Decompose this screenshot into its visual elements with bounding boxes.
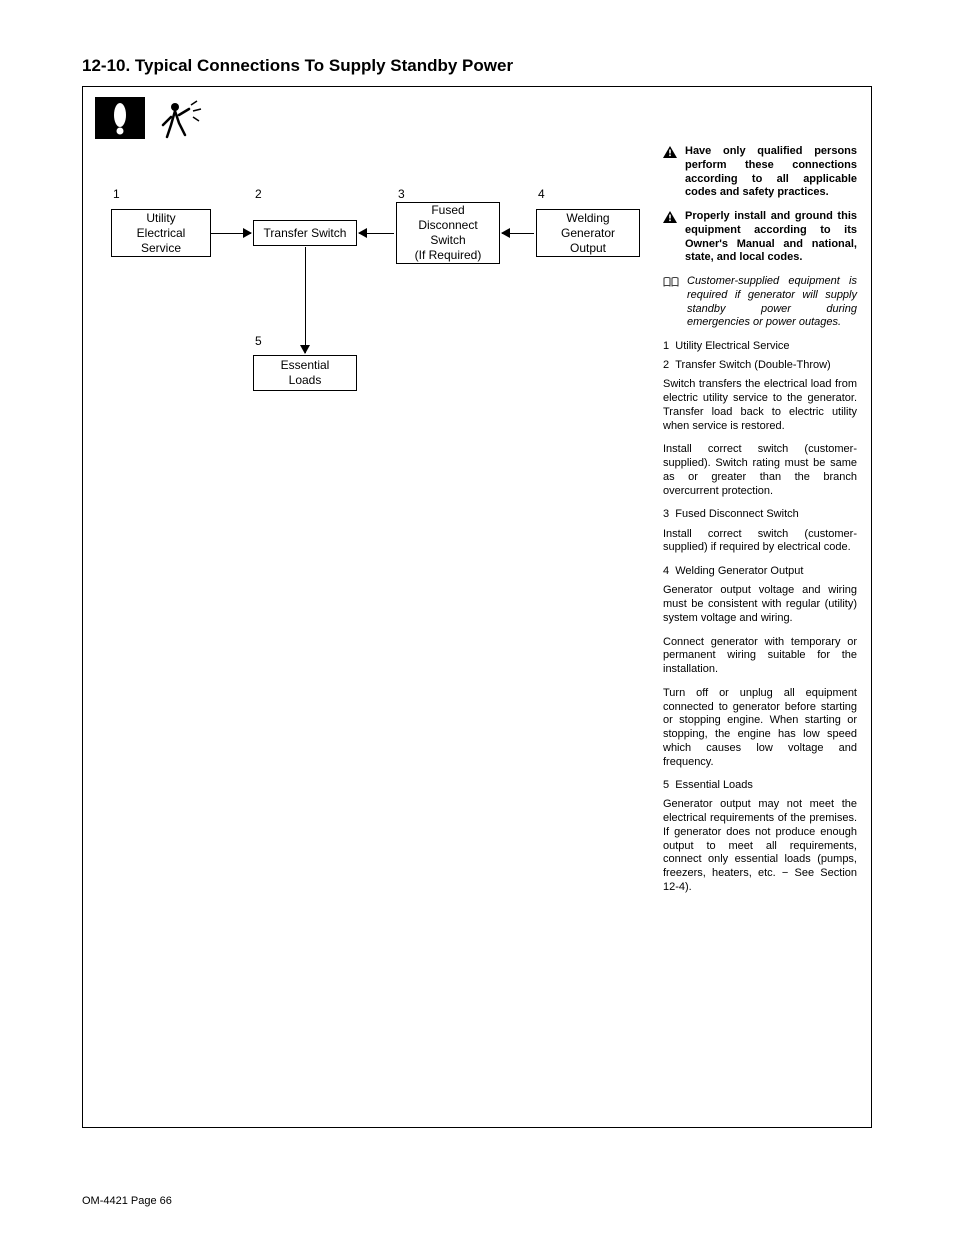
book-icon [663, 277, 679, 290]
para-gen-voltage: Generator output voltage and wiring must… [663, 584, 857, 625]
node-transfer: Transfer Switch [253, 220, 357, 246]
item-4: 4 Welding Generator Output [663, 565, 857, 578]
section-title: 12-10. Typical Connections To Supply Sta… [82, 56, 872, 76]
para-gen-wiring: Connect generator with temporary or perm… [663, 636, 857, 677]
node-utility: Utility Electrical Service [111, 209, 211, 257]
right-column: Have only qualified persons perform thes… [663, 145, 857, 905]
para-transfer-install: Install correct switch (customer-supplie… [663, 443, 857, 498]
node-num-5: 5 [255, 334, 262, 348]
item-3: 3 Fused Disconnect Switch [663, 508, 857, 521]
warning-triangle-icon [663, 146, 677, 161]
arrow-transfer-to-loads [305, 247, 306, 353]
para-fused: Install correct switch (customer-supplie… [663, 528, 857, 556]
warning-2: Properly install and ground this equipme… [663, 210, 857, 265]
warning-1: Have only qualified persons perform thes… [663, 145, 857, 200]
arrow-fused-to-transfer [359, 233, 394, 234]
node-num-2: 2 [255, 187, 262, 201]
arrow-gen-to-fused [502, 233, 534, 234]
para-loads: Generator output may not meet the electr… [663, 798, 857, 894]
item-2: 2 Transfer Switch (Double-Throw) [663, 359, 857, 372]
warning-icons [95, 97, 207, 139]
para-gen-turnoff: Turn off or unplug all equipment connect… [663, 687, 857, 770]
node-num-1: 1 [113, 187, 120, 201]
item-1: 1 Utility Electrical Service [663, 340, 857, 353]
shock-person-icon [157, 97, 207, 139]
exclamation-icon [95, 97, 145, 139]
arrow-utility-to-transfer [211, 233, 251, 234]
note-customer-supplied: Customer-supplied equipment is required … [663, 275, 857, 330]
para-transfer-desc: Switch transfers the electrical load fro… [663, 378, 857, 433]
node-loads: Essential Loads [253, 355, 357, 391]
page-footer: OM-4421 Page 66 [82, 1195, 172, 1207]
node-generator: Welding Generator Output [536, 209, 640, 257]
node-num-4: 4 [538, 187, 545, 201]
content-box: 1 2 3 4 5 Utility Electrical Service Tra… [82, 86, 872, 1128]
item-5: 5 Essential Loads [663, 779, 857, 792]
node-fused: Fused Disconnect Switch (If Required) [396, 202, 500, 264]
flow-diagram: 1 2 3 4 5 Utility Electrical Service Tra… [95, 187, 655, 507]
node-num-3: 3 [398, 187, 405, 201]
warning-triangle-icon [663, 211, 677, 226]
